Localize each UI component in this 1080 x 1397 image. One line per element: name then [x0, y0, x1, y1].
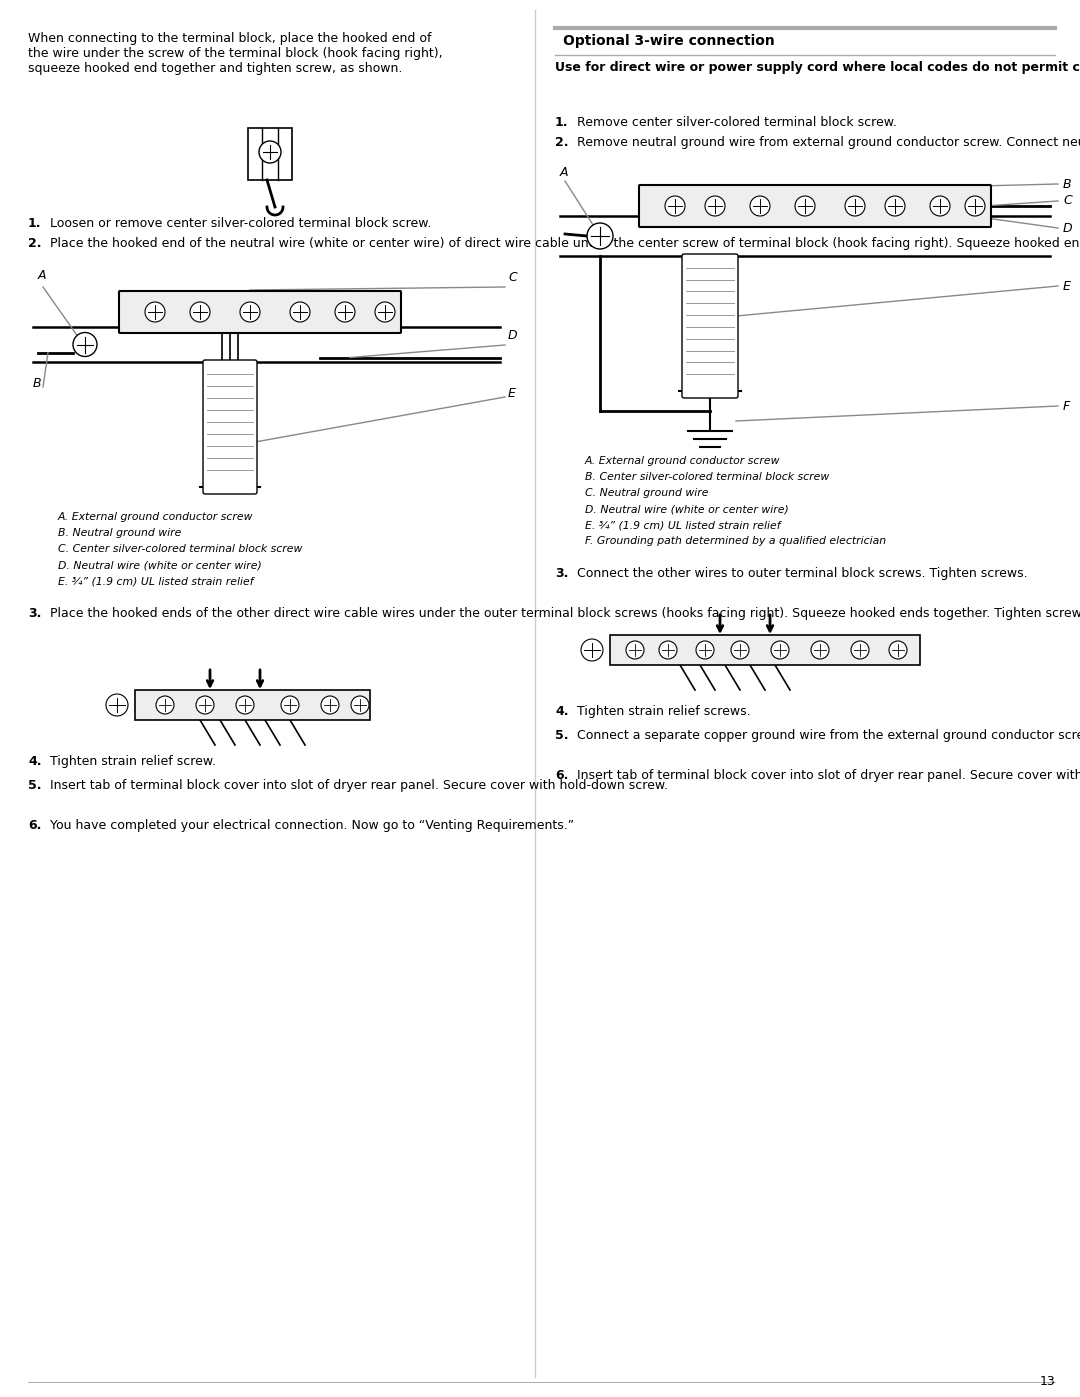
Text: When connecting to the terminal block, place the hooked end of
the wire under th: When connecting to the terminal block, p…	[28, 32, 443, 75]
Text: 4.: 4.	[28, 754, 41, 768]
Text: D. Neutral wire (white or center wire): D. Neutral wire (white or center wire)	[585, 504, 788, 514]
Circle shape	[771, 641, 789, 659]
Circle shape	[588, 224, 613, 249]
Text: 1.: 1.	[28, 217, 41, 231]
Circle shape	[190, 302, 210, 321]
Text: Place the hooked ends of the other direct wire cable wires under the outer termi: Place the hooked ends of the other direc…	[50, 608, 1080, 620]
Circle shape	[851, 641, 869, 659]
Bar	[135, 690, 370, 719]
Text: 2.: 2.	[28, 237, 41, 250]
Circle shape	[696, 641, 714, 659]
Text: 13: 13	[1039, 1375, 1055, 1389]
Bar	[610, 636, 920, 665]
Text: 4.: 4.	[555, 705, 568, 718]
Text: E: E	[508, 387, 516, 400]
FancyBboxPatch shape	[639, 184, 991, 226]
Text: C. Neutral ground wire: C. Neutral ground wire	[585, 488, 708, 497]
Text: E. ¾” (1.9 cm) UL listed strain relief: E. ¾” (1.9 cm) UL listed strain relief	[585, 520, 781, 529]
Circle shape	[889, 641, 907, 659]
Bar	[248, 129, 292, 180]
Circle shape	[705, 196, 725, 217]
Circle shape	[966, 196, 985, 217]
Circle shape	[811, 641, 829, 659]
Text: A: A	[561, 166, 568, 179]
Text: 5.: 5.	[555, 729, 568, 742]
Text: A. External ground conductor screw: A. External ground conductor screw	[585, 455, 781, 467]
FancyBboxPatch shape	[681, 254, 738, 398]
Text: 1.: 1.	[555, 116, 568, 129]
Circle shape	[930, 196, 950, 217]
Circle shape	[259, 141, 281, 163]
Circle shape	[351, 696, 369, 714]
Circle shape	[73, 332, 97, 356]
Circle shape	[291, 302, 310, 321]
Circle shape	[665, 196, 685, 217]
Text: You have completed your electrical connection. Now go to “Venting Requirements.”: You have completed your electrical conne…	[50, 819, 575, 833]
Text: A: A	[38, 270, 46, 282]
Circle shape	[795, 196, 815, 217]
Text: Connect a separate copper ground wire from the external ground conductor screw t: Connect a separate copper ground wire fr…	[577, 729, 1080, 742]
Circle shape	[281, 696, 299, 714]
Circle shape	[581, 638, 603, 661]
Text: 5.: 5.	[28, 780, 41, 792]
Text: Connect the other wires to outer terminal block screws. Tighten screws.: Connect the other wires to outer termina…	[577, 567, 1028, 580]
Circle shape	[106, 694, 129, 717]
Circle shape	[237, 696, 254, 714]
Text: B. Neutral ground wire: B. Neutral ground wire	[58, 528, 181, 538]
Circle shape	[885, 196, 905, 217]
Circle shape	[156, 696, 174, 714]
Text: A. External ground conductor screw: A. External ground conductor screw	[58, 511, 254, 522]
Text: Remove center silver-colored terminal block screw.: Remove center silver-colored terminal bl…	[577, 116, 896, 129]
Text: Loosen or remove center silver-colored terminal block screw.: Loosen or remove center silver-colored t…	[50, 217, 431, 231]
Text: B. Center silver-colored terminal block screw: B. Center silver-colored terminal block …	[585, 472, 829, 482]
Text: 6.: 6.	[28, 819, 41, 833]
Text: Tighten strain relief screws.: Tighten strain relief screws.	[577, 705, 751, 718]
Text: B: B	[1063, 177, 1071, 190]
Circle shape	[145, 302, 165, 321]
Circle shape	[750, 196, 770, 217]
Circle shape	[731, 641, 750, 659]
Circle shape	[845, 196, 865, 217]
Text: Place the hooked end of the neutral wire (white or center wire) of direct wire c: Place the hooked end of the neutral wire…	[50, 237, 1080, 250]
Text: D: D	[508, 330, 517, 342]
Text: C: C	[508, 271, 516, 284]
Text: D: D	[1063, 222, 1072, 235]
Circle shape	[659, 641, 677, 659]
Text: Tighten strain relief screw.: Tighten strain relief screw.	[50, 754, 216, 768]
Circle shape	[195, 696, 214, 714]
Text: C. Center silver-colored terminal block screw: C. Center silver-colored terminal block …	[58, 543, 302, 555]
Text: Use for direct wire or power supply cord where local codes do not permit connect: Use for direct wire or power supply cord…	[555, 61, 1080, 74]
FancyBboxPatch shape	[119, 291, 401, 332]
Text: E. ¾” (1.9 cm) UL listed strain relief: E. ¾” (1.9 cm) UL listed strain relief	[58, 576, 254, 585]
Text: 6.: 6.	[555, 768, 568, 782]
Circle shape	[626, 641, 644, 659]
Text: D. Neutral wire (white or center wire): D. Neutral wire (white or center wire)	[58, 560, 261, 570]
FancyBboxPatch shape	[203, 360, 257, 495]
Text: Optional 3-wire connection: Optional 3-wire connection	[563, 34, 774, 47]
Circle shape	[240, 302, 260, 321]
Text: Remove neutral ground wire from external ground conductor screw. Connect neutral: Remove neutral ground wire from external…	[577, 136, 1080, 149]
Text: 2.: 2.	[555, 136, 568, 149]
Text: F: F	[1063, 400, 1070, 412]
Text: F. Grounding path determined by a qualified electrician: F. Grounding path determined by a qualif…	[585, 536, 886, 546]
Text: Insert tab of terminal block cover into slot of dryer rear panel. Secure cover w: Insert tab of terminal block cover into …	[50, 780, 669, 792]
Circle shape	[335, 302, 355, 321]
Text: Insert tab of terminal block cover into slot of dryer rear panel. Secure cover w: Insert tab of terminal block cover into …	[577, 768, 1080, 782]
Text: E: E	[1063, 279, 1071, 292]
Text: 3.: 3.	[28, 608, 41, 620]
Circle shape	[375, 302, 395, 321]
Text: B: B	[33, 377, 42, 390]
Text: 3.: 3.	[555, 567, 568, 580]
Text: C: C	[1063, 194, 1071, 208]
Circle shape	[321, 696, 339, 714]
